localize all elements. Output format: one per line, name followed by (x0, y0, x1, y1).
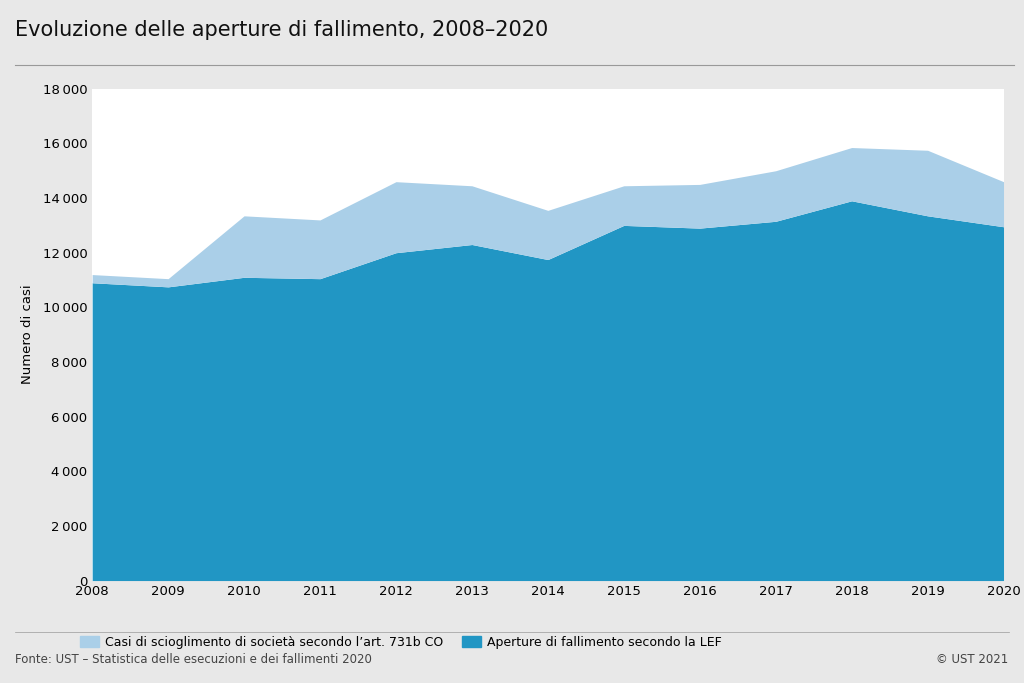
Legend: Casi di scioglimento di società secondo l’art. 731b CO, Aperture di fallimento s: Casi di scioglimento di società secondo … (80, 636, 722, 649)
Text: Fonte: UST – Statistica delle esecuzioni e dei fallimenti 2020: Fonte: UST – Statistica delle esecuzioni… (15, 653, 373, 666)
Text: © UST 2021: © UST 2021 (936, 653, 1009, 666)
Text: Evoluzione delle aperture di fallimento, 2008–2020: Evoluzione delle aperture di fallimento,… (15, 20, 549, 40)
Y-axis label: Numero di casi: Numero di casi (22, 285, 34, 385)
